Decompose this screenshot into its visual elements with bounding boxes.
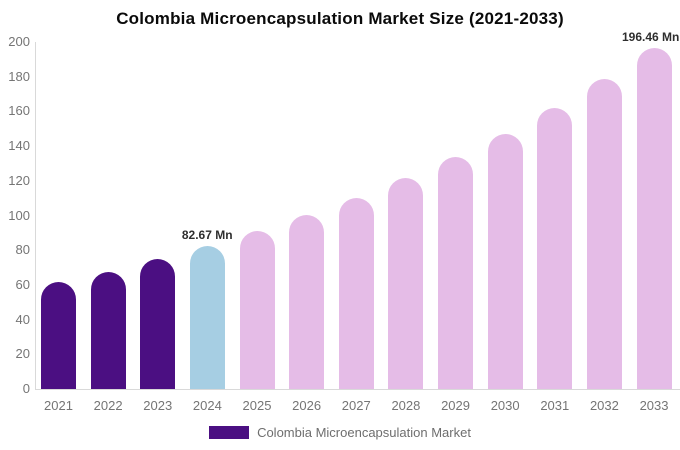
- value-label-2033: 196.46 Mn: [622, 30, 680, 45]
- x-tick-label-2032: 2032: [589, 398, 619, 413]
- y-tick-label-80: 80: [15, 242, 30, 258]
- y-tick-label-160: 160: [8, 103, 30, 119]
- bar-2033: [636, 48, 672, 389]
- bar-2025: [239, 231, 275, 389]
- x-tick-label-2031: 2031: [540, 398, 570, 413]
- bar-2023: [140, 259, 176, 389]
- x-axis-line: [35, 389, 680, 390]
- bar-2026: [289, 215, 325, 389]
- bar-2030: [487, 133, 523, 389]
- x-tick-label-2023: 2023: [143, 398, 173, 413]
- y-tick-label-180: 180: [8, 68, 30, 84]
- y-tick-label-120: 120: [8, 172, 30, 188]
- bar-2028: [388, 178, 424, 389]
- x-tick-label-2024: 2024: [192, 398, 222, 413]
- x-tick-label-2022: 2022: [93, 398, 123, 413]
- x-tick-label-2027: 2027: [341, 398, 371, 413]
- y-tick-label-100: 100: [8, 207, 30, 223]
- legend-label: Colombia Microencapsulation Market: [257, 425, 471, 440]
- bar-2032: [586, 79, 622, 389]
- y-tick-label-20: 20: [15, 346, 30, 362]
- bar-2031: [537, 107, 573, 389]
- legend-swatch: [209, 426, 250, 439]
- legend: Colombia Microencapsulation Market: [0, 425, 680, 440]
- y-tick-label-40: 40: [15, 311, 30, 327]
- x-tick-label-2033: 2033: [639, 398, 669, 413]
- x-tick-label-2030: 2030: [490, 398, 520, 413]
- bar-2029: [438, 157, 474, 389]
- chart-title: Colombia Microencapsulation Market Size …: [116, 9, 564, 28]
- x-tick-label-2021: 2021: [44, 398, 73, 413]
- y-tick-label-200: 200: [8, 34, 30, 49]
- value-label-2024: 82.67 Mn: [181, 227, 233, 242]
- x-tick-label-2028: 2028: [391, 398, 421, 413]
- bar-2021: [41, 281, 76, 389]
- bar-2022: [90, 272, 126, 389]
- y-tick-label-60: 60: [15, 276, 30, 292]
- x-tick-label-2026: 2026: [292, 398, 322, 413]
- bar-2027: [338, 197, 374, 389]
- x-tick-label-2029: 2029: [441, 398, 470, 413]
- bar-2024: [189, 245, 225, 389]
- y-axis-line: [35, 42, 36, 389]
- x-tick-label-2025: 2025: [242, 398, 272, 413]
- y-tick-label-0: 0: [22, 381, 30, 396]
- y-tick-label-140: 140: [8, 138, 30, 154]
